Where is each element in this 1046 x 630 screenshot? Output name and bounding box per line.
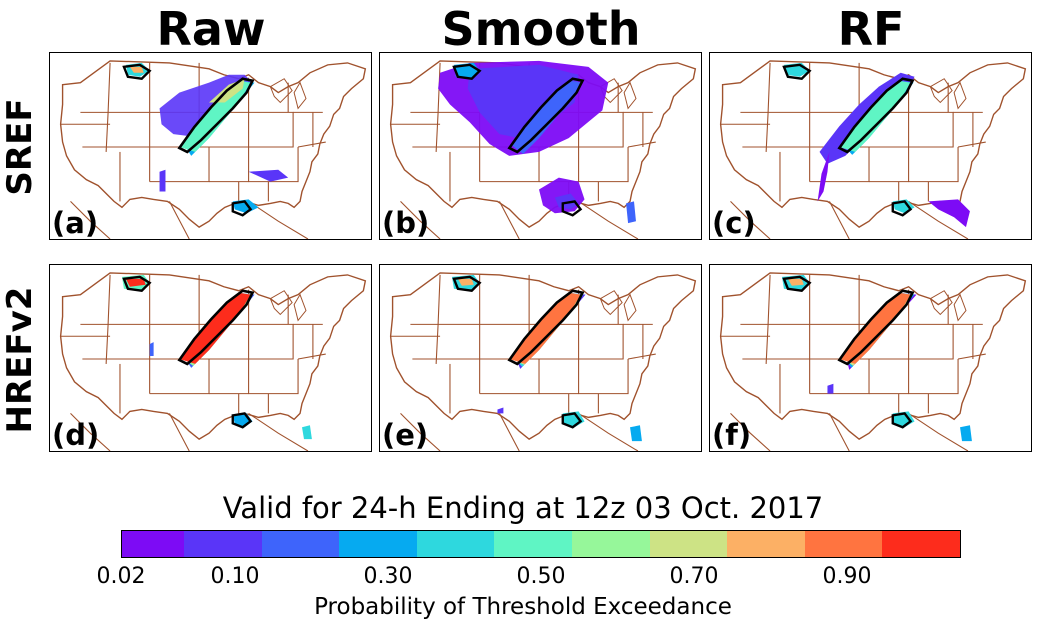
colorbar-label: Probability of Threshold Exceedance xyxy=(314,594,732,620)
colorbar-segment xyxy=(339,531,417,557)
map-hrefv2-rf xyxy=(719,272,1027,451)
map-sref-rf xyxy=(719,60,1027,239)
colorbar-tick: 0.30 xyxy=(363,564,413,589)
colorbar xyxy=(121,530,961,558)
colorbar-tick: 0.02 xyxy=(96,564,146,589)
colorbar-segment xyxy=(416,531,495,557)
column-title-raw: Raw xyxy=(156,2,266,56)
map-panel-hrefv2-rf: (f) xyxy=(709,264,1032,452)
panel-label: (a) xyxy=(52,206,99,240)
panel-label: (c) xyxy=(712,206,756,240)
colorbar-segment xyxy=(882,531,961,557)
map-panel-hrefv2-smooth: (e) xyxy=(379,264,702,452)
map-hrefv2-smooth xyxy=(389,272,697,451)
colorbar-segment xyxy=(727,531,805,557)
map-panel-sref-rf: (c) xyxy=(709,52,1032,240)
panel-label: (f) xyxy=(712,418,752,452)
map-panel-sref-smooth: (b) xyxy=(379,52,702,240)
colorbar-segment xyxy=(494,531,573,557)
map-sref-raw xyxy=(59,60,367,239)
colorbar-segment xyxy=(184,531,262,557)
map-sref-smooth xyxy=(389,60,697,239)
row-title-sref: SREF xyxy=(0,98,40,196)
valid-time-title: Valid for 24-h Ending at 12z 03 Oct. 201… xyxy=(222,491,824,525)
panel-label: (e) xyxy=(382,418,429,452)
colorbar-segment xyxy=(649,531,728,557)
column-title-smooth: Smooth xyxy=(441,2,641,56)
colorbar-segment xyxy=(122,531,185,557)
colorbar-segment xyxy=(261,531,340,557)
panel-label: (b) xyxy=(382,206,430,240)
colorbar-segment xyxy=(804,531,883,557)
colorbar-tick: 0.70 xyxy=(669,564,719,589)
row-title-hrefv2: HREFv2 xyxy=(0,286,40,434)
panel-label: (d) xyxy=(52,418,100,452)
colorbar-tick: 0.10 xyxy=(210,564,260,589)
colorbar-tick: 0.90 xyxy=(822,564,872,589)
colorbar-tick: 0.50 xyxy=(516,564,566,589)
column-title-rf: RF xyxy=(837,2,905,56)
colorbar-segment xyxy=(572,531,650,557)
map-hrefv2-raw xyxy=(59,272,367,451)
map-panel-sref-raw: (a) xyxy=(49,52,372,240)
map-panel-hrefv2-raw: (d) xyxy=(49,264,372,452)
